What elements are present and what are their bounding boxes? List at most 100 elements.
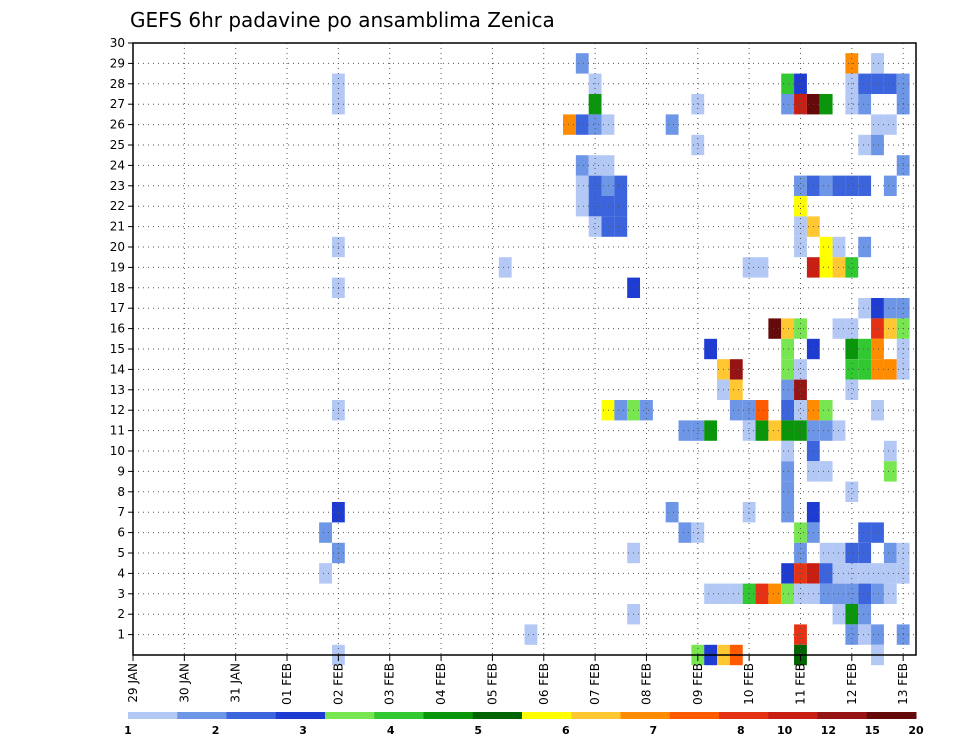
y-tick-label: 2 [117,607,125,621]
heat-cell [678,522,692,543]
colorbar-swatch [177,712,227,719]
heat-cell [871,53,884,74]
heat-cell [845,481,859,502]
heat-cell [781,420,795,441]
cell-layer [319,53,910,666]
heat-cell [742,400,756,421]
heat-cell [588,94,602,115]
y-tick-label: 11 [110,424,125,438]
heat-cell [871,134,884,156]
x-tick-label: 13 FEB [896,663,910,705]
heat-cell [858,236,872,258]
heat-cell [729,379,743,400]
y-tick-label: 28 [110,77,125,91]
heat-cell [768,420,782,441]
x-tick-label: 06 FEB [537,663,551,705]
heat-cell [871,318,884,339]
heat-cell [601,175,615,196]
colorbar-label: 10 [777,724,793,737]
colorbar-label: 2 [212,724,220,737]
y-tick-label: 1 [117,628,125,642]
colorbar-swatch [571,712,621,719]
heat-cell [601,155,615,176]
colorbar-label: 8 [737,724,745,737]
y-tick-label: 30 [110,36,125,50]
x-tick-label: 02 FEB [331,663,345,705]
heat-cell [794,400,807,421]
y-tick-label: 14 [110,362,125,376]
heat-cell [691,94,705,115]
x-tick-label: 01 FEB [280,663,294,705]
heat-cell [575,196,589,217]
heat-cell [845,624,859,645]
heat-cell [729,583,743,604]
heat-cell [614,400,628,421]
y-tick-label: 21 [110,220,125,234]
colorbar-swatch [275,712,326,719]
heat-cell [691,134,705,156]
colorbar-label: 1 [124,724,132,737]
x-tick-label: 03 FEB [383,663,397,705]
y-tick-label: 25 [110,138,125,152]
heat-cell [319,522,332,543]
heat-cell [819,236,833,258]
heat-cell [729,359,743,380]
y-tick-label: 4 [117,566,125,580]
heat-cell [691,420,705,441]
y-tick-label: 24 [110,158,125,172]
y-tick-label: 9 [117,464,125,478]
heat-cell [781,583,795,604]
x-tick-label: 08 FEB [639,663,653,705]
y-tick-label: 8 [117,485,125,499]
heat-cell [781,502,795,523]
y-tick-label: 16 [110,322,125,336]
heat-cell [819,257,833,278]
y-tick-label: 23 [110,179,125,193]
heat-cell [588,175,602,196]
heat-cell [883,542,897,564]
y-tick-label: 3 [117,587,125,601]
colorbar-label: 6 [562,724,570,737]
heat-cell [858,134,872,156]
heat-cell [845,379,859,400]
heat-cell [691,522,705,543]
heat-cell [883,298,897,319]
x-tick-label: 30 JAN [177,663,191,703]
x-axis: 29 JAN 30 JAN 31 JAN 01 FEB 02 FEB 03 FEB 04 F… [126,655,910,705]
y-tick-label: 7 [117,505,125,519]
heat-cell [575,155,589,176]
y-tick-label: 13 [110,383,125,397]
colorbar-swatch [719,712,769,719]
colorbar-swatch [325,712,375,719]
colorbar-swatch [522,712,572,719]
heat-cell [755,400,769,421]
y-tick-label: 6 [117,526,125,540]
heat-cell [858,338,872,360]
heat-cell [794,379,807,400]
heat-cell [781,481,795,502]
heat-cell [575,175,589,196]
heat-cell [819,175,833,196]
heat-cell [794,196,807,217]
colorbar-swatch [669,712,720,719]
heat-cell [858,94,872,115]
heat-cell [601,114,615,135]
colorbar-label: 12 [821,724,836,737]
heat-cell [742,502,756,523]
heat-cell [858,563,872,584]
heat-cell [819,400,833,421]
heat-cell [781,94,795,115]
heat-cell [819,542,833,564]
heat-cell [794,359,807,380]
heat-cell [883,73,897,94]
x-tick-label: 09 FEB [691,663,705,705]
heat-cell [858,522,872,543]
heat-cell [498,257,512,278]
colorbar-swatch [866,712,917,719]
heat-cell [742,257,756,278]
heat-cell [742,420,756,441]
colorbar-swatch [128,712,178,719]
heat-cell [704,420,718,441]
heat-cell [845,94,859,115]
